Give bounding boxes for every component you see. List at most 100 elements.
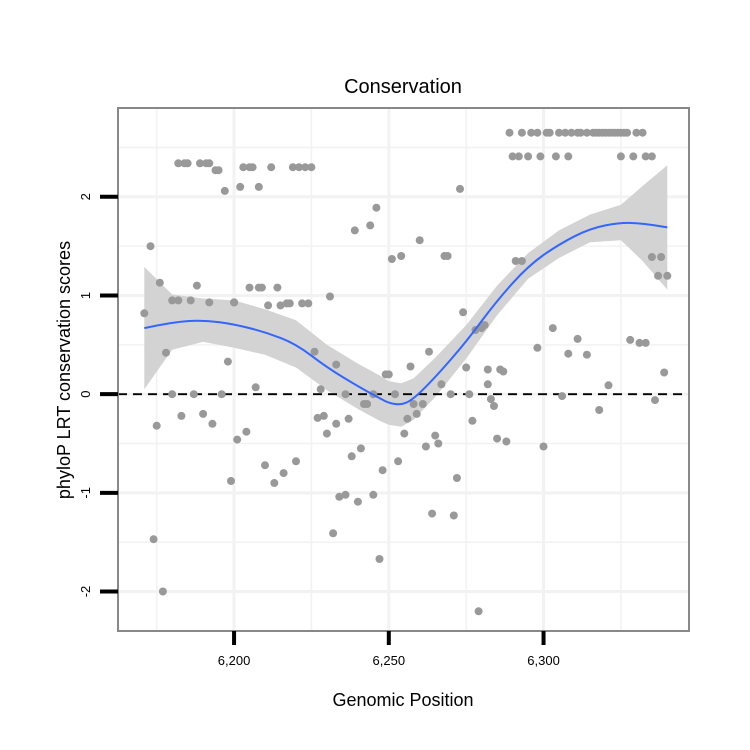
data-point: [387, 255, 396, 263]
data-point: [493, 434, 502, 443]
data-point: [533, 343, 542, 352]
data-point: [366, 221, 375, 230]
data-point: [140, 309, 149, 318]
data-point: [254, 182, 263, 191]
data-point: [279, 469, 288, 478]
data-point: [149, 535, 158, 544]
data-points: [140, 128, 672, 616]
data-point: [264, 301, 273, 310]
data-point: [288, 163, 297, 172]
data-point: [273, 283, 282, 292]
data-point: [214, 166, 223, 175]
data-point: [651, 396, 659, 405]
data-point: [647, 253, 656, 261]
data-point: [332, 419, 341, 428]
chart-title: Conservation: [344, 76, 462, 98]
data-point: [431, 431, 440, 440]
data-point: [242, 427, 251, 436]
data-point: [245, 283, 254, 292]
data-point: [641, 338, 650, 347]
data-point: [267, 163, 276, 172]
data-point: [468, 416, 477, 425]
data-point: [335, 492, 344, 501]
data-point: [415, 236, 424, 245]
data-point: [465, 390, 474, 399]
data-point: [292, 457, 300, 466]
data-point: [301, 163, 310, 172]
data-point: [276, 301, 285, 310]
data-point: [350, 226, 359, 235]
data-point: [205, 298, 214, 307]
data-point: [183, 159, 192, 168]
data-point: [332, 360, 341, 369]
data-point: [545, 128, 554, 137]
data-point: [146, 242, 155, 251]
x-tick-label: 6,300: [527, 653, 560, 668]
data-point: [310, 347, 319, 356]
plot-panel: [117, 107, 690, 632]
data-point: [459, 308, 468, 317]
data-point: [576, 128, 585, 137]
data-point: [555, 128, 563, 137]
data-point: [418, 400, 427, 408]
data-point: [391, 390, 399, 399]
data-point: [196, 159, 204, 168]
data-point: [208, 419, 217, 428]
data-point: [356, 444, 365, 453]
data-point: [443, 252, 452, 260]
data-point: [434, 439, 443, 448]
x-tick-label: 6,250: [373, 653, 406, 668]
data-point: [564, 349, 573, 358]
data-point: [517, 128, 526, 137]
data-point: [186, 296, 195, 305]
data-point: [174, 296, 183, 305]
data-point: [452, 474, 461, 482]
data-point: [632, 128, 641, 137]
data-point: [177, 411, 186, 420]
data-point: [174, 159, 183, 168]
data-point: [638, 128, 647, 137]
data-point: [304, 299, 313, 308]
data-point: [189, 390, 198, 399]
data-point: [508, 152, 517, 161]
data-point: [548, 324, 557, 333]
data-point: [558, 392, 567, 401]
data-point: [384, 370, 393, 379]
data-point: [536, 152, 545, 161]
data-point: [341, 390, 350, 399]
data-point: [152, 421, 161, 430]
data-point: [623, 128, 632, 137]
data-point: [573, 334, 582, 343]
data-point: [257, 283, 266, 292]
data-point: [168, 296, 177, 305]
data-point: [329, 529, 338, 538]
data-point: [551, 152, 560, 161]
data-point: [227, 477, 235, 485]
data-point: [629, 152, 638, 161]
data-point: [372, 203, 381, 212]
y-tick-label: 2: [78, 193, 93, 200]
data-point: [564, 152, 573, 161]
data-point: [446, 390, 455, 399]
data-point: [474, 607, 483, 616]
data-point: [502, 437, 511, 446]
data-point: [480, 321, 489, 330]
data-point: [319, 411, 328, 420]
data-point: [403, 414, 412, 423]
data-point: [270, 479, 279, 487]
data-point: [353, 497, 362, 506]
data-point: [663, 271, 672, 280]
data-point: [363, 400, 372, 408]
data-point: [307, 163, 316, 172]
data-point: [251, 383, 260, 392]
y-tick-label: -2: [78, 586, 93, 598]
data-point: [220, 186, 229, 195]
data-point: [298, 299, 307, 308]
data-point: [230, 298, 239, 307]
data-point: [616, 152, 625, 161]
data-point: [483, 365, 492, 374]
y-tick-label: -1: [78, 487, 93, 499]
data-point: [239, 163, 248, 172]
data-point: [236, 182, 245, 191]
